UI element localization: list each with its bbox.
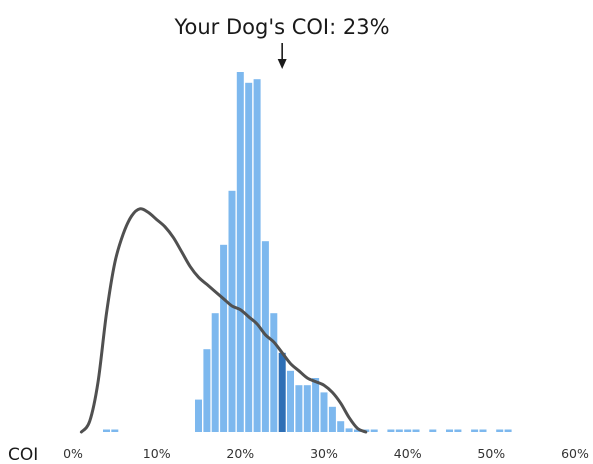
- histogram-bar: [354, 429, 361, 432]
- histogram-bar: [504, 429, 512, 432]
- histogram-bar: [195, 399, 202, 432]
- histogram-bar: [312, 378, 320, 432]
- histogram-bar: [345, 428, 353, 432]
- x-tick-label: 60%: [561, 446, 589, 461]
- histogram-bar: [111, 429, 119, 432]
- histogram-bar: [220, 244, 228, 432]
- histogram-bar: [370, 429, 378, 432]
- x-tick-label: 40%: [394, 446, 422, 461]
- histogram-bar: [404, 429, 412, 432]
- x-axis-ticks: 0% 10% 20% 30% 40% 50% 60%: [63, 446, 589, 461]
- histogram-bar: [320, 392, 328, 432]
- histogram-bar: [395, 429, 403, 432]
- histogram-bar: [412, 429, 420, 432]
- histogram-bar: [479, 429, 487, 432]
- histogram-bar: [228, 190, 236, 432]
- histogram-bar: [245, 82, 253, 433]
- histogram-bar: [253, 79, 261, 432]
- histogram-bar: [270, 313, 278, 432]
- histogram-bar: [387, 429, 395, 432]
- histogram-bar: [303, 385, 311, 432]
- histogram-bar: [236, 72, 244, 432]
- histogram-bar: [471, 429, 479, 432]
- histogram-bar: [446, 429, 453, 432]
- histogram-bar: [454, 429, 462, 432]
- x-axis-label: COI: [8, 445, 38, 464]
- highlight-arrow-head: [277, 59, 287, 69]
- histogram-bar: [203, 349, 211, 432]
- histogram-bar: [337, 421, 345, 432]
- x-tick-label: 30%: [310, 446, 338, 461]
- x-tick-label: 20%: [226, 446, 254, 461]
- histogram-bar: [295, 385, 303, 432]
- x-tick-label: 10%: [143, 446, 171, 461]
- histogram-bar: [211, 313, 219, 432]
- x-tick-label: 0%: [63, 446, 83, 461]
- highlight-arrow: [277, 43, 287, 69]
- histogram-bar: [103, 429, 110, 432]
- histogram-bar: [328, 406, 336, 432]
- histogram-bar: [429, 429, 437, 432]
- histogram-bar: [496, 429, 504, 432]
- density-curve: [79, 207, 368, 434]
- chart-title: Your Dog's COI: 23%: [173, 15, 389, 39]
- x-tick-label: 50%: [477, 446, 505, 461]
- histogram-bar: [287, 370, 294, 432]
- highlighted-bar: [278, 352, 286, 432]
